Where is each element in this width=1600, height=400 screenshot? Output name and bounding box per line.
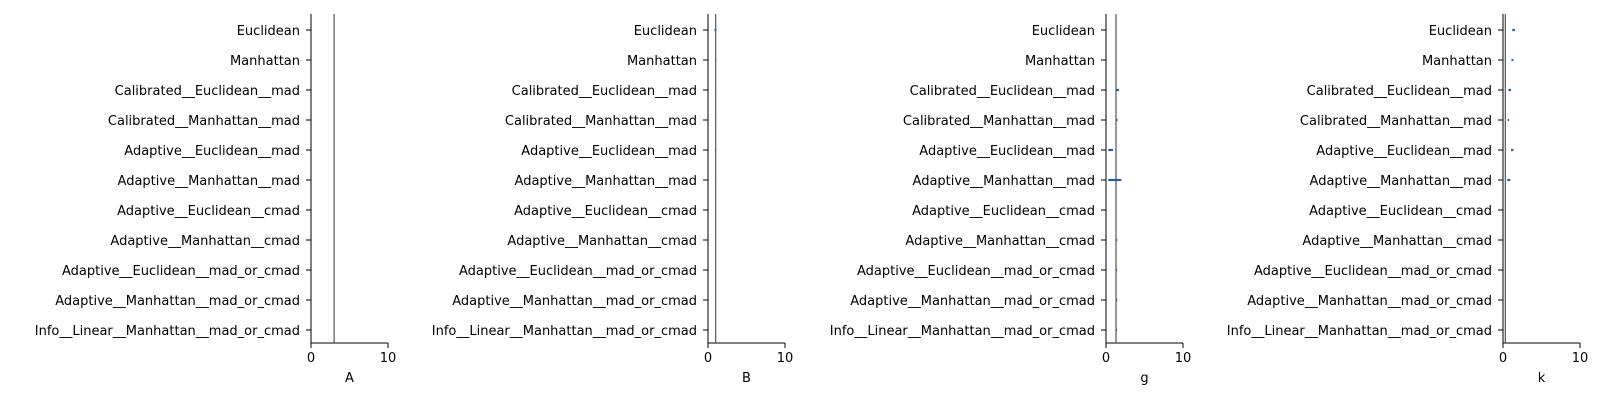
y-tick-label: Adaptive__Manhattan__mad [1310,174,1492,189]
y-tick-label: Adaptive__Manhattan__mad [913,174,1095,189]
x-tick-label: 0 [1499,351,1507,366]
x-tick-label: 0 [1102,351,1110,366]
y-tick-label: Adaptive__Euclidean__mad [124,144,300,159]
y-tick-label: Adaptive__Euclidean__mad [919,144,1095,159]
y-tick-label: Adaptive__Manhattan__cmad [905,234,1095,249]
y-tick-label: Manhattan [627,54,697,69]
y-tick-label: Manhattan [1025,54,1095,69]
x-tick-label: 10 [1572,351,1589,366]
y-tick-label: Calibrated__Manhattan__mad [108,114,300,129]
x-axis-label: A [345,371,354,386]
y-tick-label: Calibrated__Manhattan__mad [903,114,1095,129]
y-tick-label: Calibrated__Euclidean__mad [512,84,697,99]
y-tick-label: Adaptive__Manhattan__mad_or_cmad [1247,294,1492,309]
forest-panel-A: Euclidean Manhattan Calibrated__Euclidean_… [35,14,397,386]
y-tick-label: Adaptive__Manhattan__mad [515,174,697,189]
y-tick-label: Adaptive__Manhattan__cmad [110,234,300,249]
y-tick-label: Adaptive__Manhattan__cmad [1302,234,1492,249]
y-tick-label: Adaptive__Euclidean__mad [1316,144,1492,159]
y-tick-label: Calibrated__Euclidean__mad [910,84,1095,99]
y-tick-label: Adaptive__Euclidean__mad_or_cmad [857,264,1095,279]
x-axis-label: g [1140,371,1148,386]
y-tick-label: Euclidean [1429,24,1492,39]
y-tick-label: Adaptive__Euclidean__mad_or_cmad [459,264,697,279]
x-axis-label: B [742,371,751,386]
y-tick-label: Adaptive__Euclidean__mad [521,144,697,159]
forest-panel-k: Euclidean Manhattan Calibrated__Euclidean_… [1227,14,1589,386]
x-tick-label: 10 [380,351,397,366]
y-tick-label: Euclidean [1032,24,1095,39]
y-tick-label: Manhattan [230,54,300,69]
y-tick-label: Adaptive__Euclidean__cmad [912,204,1095,219]
y-tick-label: Calibrated__Euclidean__mad [1307,84,1492,99]
y-tick-label: Info__Linear__Manhattan__mad_or_cmad [35,324,300,339]
y-tick-label: Adaptive__Euclidean__mad_or_cmad [1254,264,1492,279]
y-tick-label: Adaptive__Manhattan__mad_or_cmad [55,294,300,309]
x-tick-label: 10 [777,351,794,366]
y-tick-label: Adaptive__Manhattan__mad [118,174,300,189]
y-tick-label: Calibrated__Euclidean__mad [115,84,300,99]
x-tick-label: 0 [704,351,712,366]
y-tick-label: Adaptive__Manhattan__mad_or_cmad [452,294,697,309]
y-tick-label: Euclidean [634,24,697,39]
y-tick-label: Info__Linear__Manhattan__mad_or_cmad [1227,324,1492,339]
y-tick-label: Adaptive__Manhattan__cmad [507,234,697,249]
y-tick-label: Adaptive__Euclidean__mad_or_cmad [62,264,300,279]
y-tick-label: Info__Linear__Manhattan__mad_or_cmad [432,324,697,339]
forest-panel-g: Euclidean Manhattan Calibrated__Euclidean_… [830,14,1192,386]
x-axis-label: k [1538,371,1546,386]
x-tick-label: 10 [1175,351,1192,366]
y-tick-label: Euclidean [237,24,300,39]
y-tick-label: Calibrated__Manhattan__mad [1300,114,1492,129]
forest-panel-B: Euclidean Manhattan Calibrated__Euclidean_… [432,14,794,386]
y-tick-label: Adaptive__Euclidean__cmad [514,204,697,219]
y-tick-label: Adaptive__Manhattan__mad_or_cmad [850,294,1095,309]
y-tick-label: Adaptive__Euclidean__cmad [1309,204,1492,219]
x-tick-label: 0 [307,351,315,366]
y-tick-label: Calibrated__Manhattan__mad [505,114,697,129]
y-tick-label: Info__Linear__Manhattan__mad_or_cmad [830,324,1095,339]
y-tick-label: Adaptive__Euclidean__cmad [117,204,300,219]
y-tick-label: Manhattan [1422,54,1492,69]
